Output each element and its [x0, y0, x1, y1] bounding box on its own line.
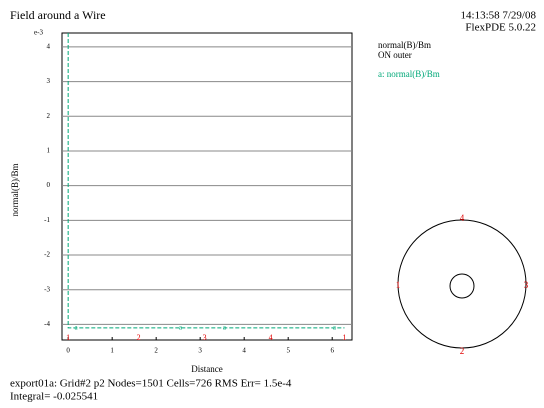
y-tick-label: 1 [47, 147, 51, 155]
x-tick-label: 6 [330, 347, 334, 355]
y-tick-label: -2 [44, 251, 50, 259]
y-tick-label: 4 [47, 42, 51, 50]
x-tick-label: 0 [66, 347, 70, 355]
y-tick-label: -1 [44, 216, 50, 224]
y-tick-label: -3 [44, 285, 50, 293]
x-tick-label: 4 [242, 347, 246, 355]
domain-label: 2 [460, 346, 465, 356]
series-marker: a [223, 323, 227, 331]
domain-label: 1 [396, 280, 401, 290]
legend-heading: normal(B)/Bm [378, 40, 431, 50]
plot-frame [61, 32, 353, 341]
y-axis-label: normal(B)/Bm [10, 164, 20, 217]
domain-label: 4 [460, 213, 465, 223]
y-tick-label: -4 [44, 320, 50, 328]
boundary-mark: 1 [343, 333, 347, 342]
x-tick-label: 1 [110, 347, 114, 355]
legend-heading: ON outer [378, 50, 412, 60]
footer: export01a: Grid#2 p2 Nodes=1501 Cells=72… [10, 378, 292, 390]
y-tick-label: 2 [47, 112, 51, 120]
boundary-mark: 3 [203, 333, 207, 342]
series-line [67, 33, 345, 329]
footer: Integral= -0.025541 [10, 391, 98, 403]
x-tick-label: 2 [154, 347, 158, 355]
x-tick-label: 5 [286, 347, 290, 355]
y-multiplier: e-3 [34, 29, 43, 37]
domain-label: 3 [524, 280, 529, 290]
y-tick-label: 0 [47, 181, 51, 189]
legend-entry: a: normal(B)/Bm [378, 69, 440, 79]
chart-title: Field around a Wire [10, 8, 106, 22]
series-marker: a [333, 323, 337, 331]
boundary-mark: 2 [137, 333, 141, 342]
software: FlexPDE 5.0.22 [465, 22, 536, 34]
domain-inner [449, 273, 475, 299]
boundary-mark: 1 [66, 333, 70, 342]
series-marker: a [179, 323, 183, 331]
x-tick-label: 3 [198, 347, 202, 355]
y-tick-label: 3 [47, 77, 51, 85]
x-axis-label: Distance [191, 364, 223, 374]
boundary-mark: 4 [269, 333, 273, 342]
domain-outer [397, 219, 527, 349]
series-marker: a [75, 323, 79, 331]
timestamp: 14:13:58 7/29/08 [461, 10, 537, 22]
